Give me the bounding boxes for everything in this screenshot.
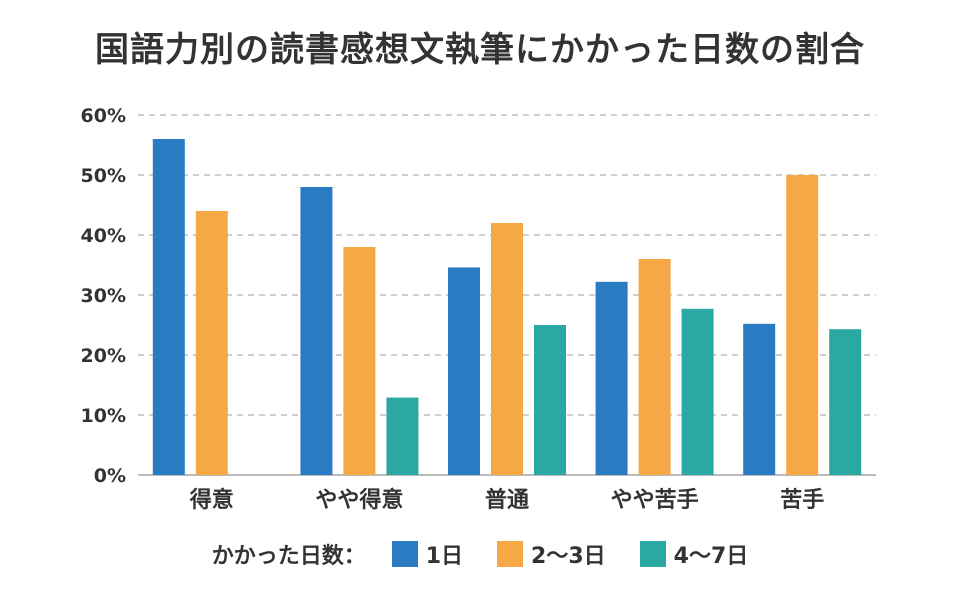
legend-text-series-2: 4〜7日 — [673, 544, 749, 569]
y-tick-label: 50% — [81, 165, 126, 187]
y-tick-label: 20% — [81, 345, 126, 367]
legend-item-series-0: 1日 — [391, 538, 464, 570]
legend-text-series-1: 2〜3日 — [531, 544, 606, 569]
bar-0-0 — [152, 139, 185, 475]
y-tick-label: 10% — [81, 405, 126, 427]
legend-item-series-1: 2〜3日 — [497, 538, 606, 570]
bar-4-2 — [829, 329, 862, 475]
x-tick-label: やや得意 — [315, 487, 403, 513]
bar-2-2 — [534, 325, 566, 475]
bar-1-1 — [343, 247, 376, 475]
x-tick-label: 苦手 — [780, 488, 824, 513]
legend-swatch-series-2 — [639, 541, 666, 567]
bar-4-0 — [743, 323, 776, 475]
bar-4-1 — [786, 175, 819, 475]
legend-swatch-series-1 — [497, 541, 524, 567]
bar-chart: 0% 10% 20% 30% 40% 50% 60% 得意 やや得意 普通 やや苦手 苦手 — [81, 105, 876, 513]
bar-3-1 — [638, 259, 671, 475]
x-tick-label: 得意 — [189, 487, 234, 513]
bar-0-1 — [195, 211, 228, 475]
bar-1-2 — [386, 397, 419, 475]
y-tick-label: 30% — [81, 285, 126, 307]
bar-1-0 — [300, 187, 333, 475]
legend-text-series-0: 1日 — [425, 544, 464, 569]
legend-item-series-2: 4〜7日 — [639, 538, 749, 570]
bar-2-0 — [448, 267, 480, 475]
y-tick-label: 60% — [81, 105, 126, 127]
chart-title: 国語力別の読書感想文執筆にかかった日数の割合 — [95, 30, 865, 70]
legend-swatch-series-0 — [391, 541, 418, 567]
y-tick-label: 40% — [81, 225, 126, 247]
legend-label: かかった日数： — [211, 544, 366, 569]
bar-2-1 — [491, 223, 523, 475]
bar-3-0 — [595, 281, 628, 475]
x-tick-label: 普通 — [485, 487, 529, 513]
bar-3-2 — [681, 308, 714, 475]
legend: かかった日数： 1日 2〜3日 4〜7日 — [0, 538, 960, 570]
x-tick-label: やや苦手 — [611, 488, 699, 513]
y-tick-label: 0% — [94, 465, 126, 487]
